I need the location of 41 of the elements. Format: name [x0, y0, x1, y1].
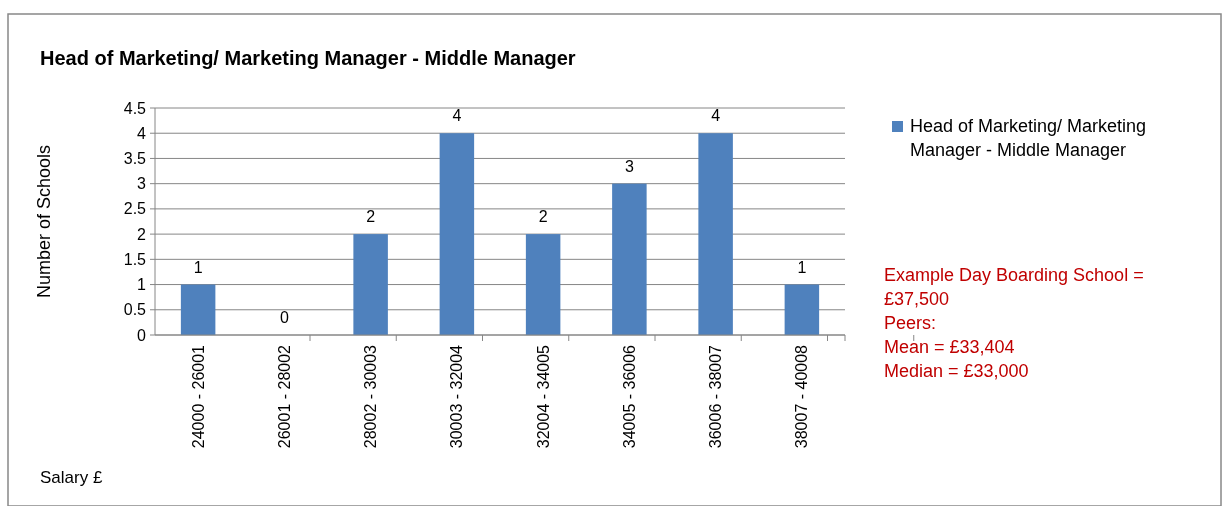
data-label: 0: [279, 309, 289, 326]
x-tick-label: 30003 - 32004: [448, 344, 466, 449]
y-tick-label: 2: [137, 225, 147, 243]
x-tick-label: 36006 - 38007: [707, 344, 725, 449]
y-tick-label: 0.5: [123, 301, 147, 319]
x-tick-label: 38007 - 40008: [793, 344, 811, 449]
data-label: 1: [193, 258, 203, 276]
bar: [525, 234, 561, 335]
data-label: 3: [624, 157, 634, 175]
y-tick-label: 4.5: [123, 99, 147, 117]
text: Median = £33,000: [884, 361, 1029, 381]
legend-label: Head of Marketing/ Marketing Manager - Middle Manager: [910, 116, 1147, 160]
x-tick-label: 34005 - 36006: [620, 344, 638, 449]
x-tick-label: 24000 - 26001: [189, 344, 207, 449]
data-label: 4: [711, 107, 721, 125]
bar: [698, 133, 733, 335]
x-axis-title: Salary £: [40, 468, 103, 487]
x-tick-label: 26001 - 28002: [275, 344, 293, 449]
text: Peers:: [884, 313, 937, 333]
bar: [180, 284, 216, 335]
data-label: 2: [538, 208, 548, 226]
text: Example Day Boarding School = £37,500: [884, 265, 1144, 309]
data-label: 4: [452, 107, 462, 125]
data-label: 2: [366, 208, 376, 226]
y-tick-label: 2.5: [123, 200, 147, 218]
x-tick-label: 28002 - 30003: [362, 344, 380, 449]
bar: [439, 133, 475, 335]
x-tick-label: 32004 - 34005: [534, 344, 552, 449]
y-axis-title: Number of Schools: [34, 144, 54, 299]
y-tick-label: 3: [137, 175, 147, 193]
bar: [353, 234, 388, 335]
bar: [612, 183, 647, 335]
y-tick-label: 1.5: [123, 250, 147, 268]
chart-title: Head of Marketing/ Marketing Manager - Middle Manager: [40, 47, 576, 69]
y-tick-label: 0: [137, 326, 147, 344]
y-tick-label: 1: [137, 276, 147, 294]
text: Mean = £33,404: [884, 337, 1015, 357]
y-tick-label: 4: [137, 124, 147, 142]
data-label: 1: [797, 258, 807, 276]
y-tick-label: 3.5: [123, 150, 147, 168]
bar: [784, 284, 820, 335]
